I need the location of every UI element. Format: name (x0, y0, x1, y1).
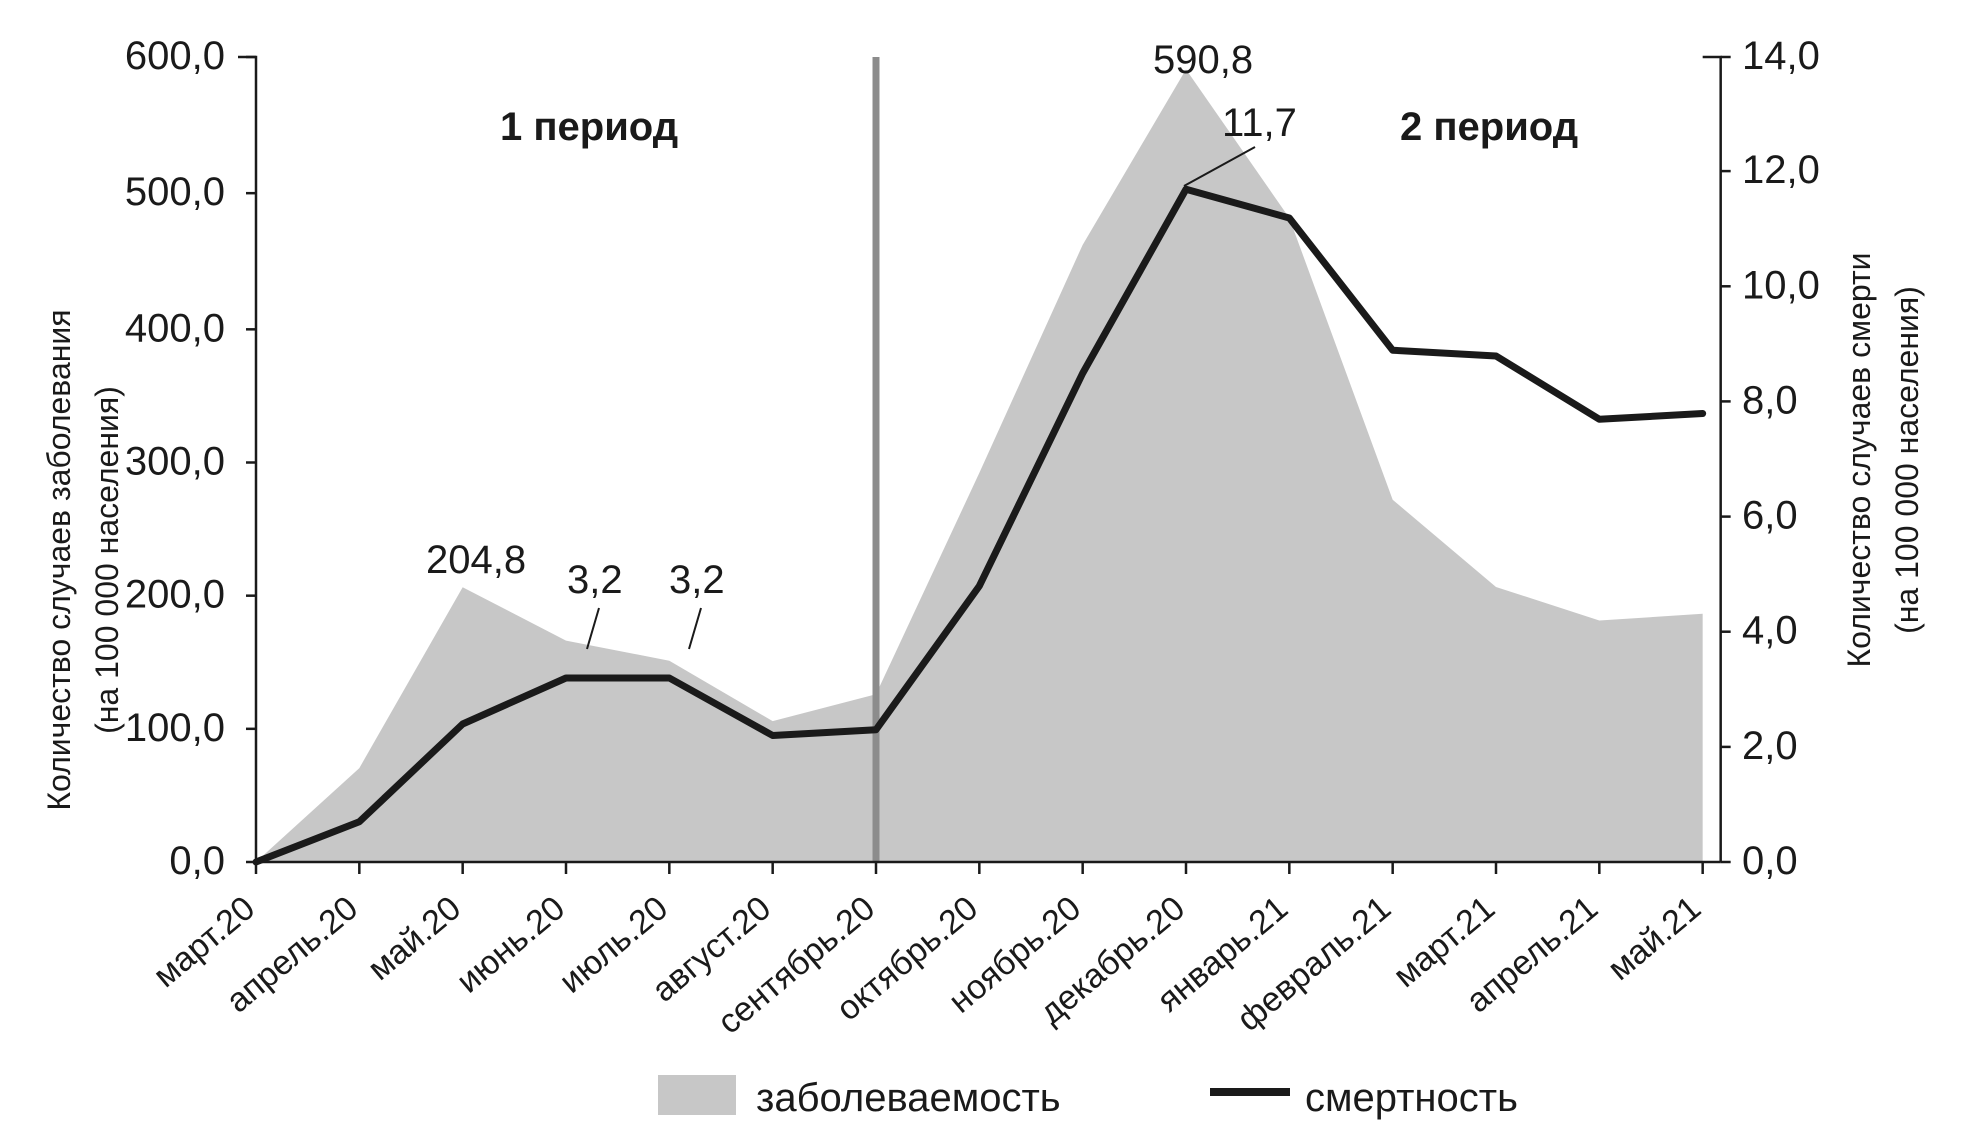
svg-text:0,0: 0,0 (1742, 839, 1798, 883)
svg-text:3,2: 3,2 (669, 558, 725, 602)
svg-text:100,0: 100,0 (125, 706, 225, 750)
svg-text:4,0: 4,0 (1742, 609, 1798, 653)
svg-text:Количество случаев смерти: Количество случаев смерти (1841, 253, 1877, 668)
svg-text:300,0: 300,0 (125, 440, 225, 484)
svg-text:11,7: 11,7 (1222, 101, 1297, 145)
svg-text:590,8: 590,8 (1153, 38, 1253, 82)
svg-text:8,0: 8,0 (1742, 378, 1798, 422)
svg-text:10,0: 10,0 (1742, 263, 1820, 307)
svg-text:12,0: 12,0 (1742, 148, 1820, 192)
svg-text:6,0: 6,0 (1742, 494, 1798, 538)
svg-text:(на 100 000 населения): (на 100 000 населения) (1889, 286, 1925, 634)
svg-text:2 период: 2 период (1400, 105, 1578, 149)
svg-text:смертность: смертность (1305, 1076, 1518, 1120)
svg-text:1 период: 1 период (500, 105, 678, 149)
svg-text:(на 100 000 населения): (на 100 000 населения) (89, 386, 125, 734)
svg-text:заболеваемость: заболеваемость (756, 1076, 1061, 1120)
svg-text:600,0: 600,0 (125, 34, 225, 78)
svg-text:200,0: 200,0 (125, 573, 225, 617)
svg-text:Количество случаев заболевания: Количество случаев заболевания (41, 309, 77, 810)
svg-text:14,0: 14,0 (1742, 34, 1820, 78)
svg-text:2,0: 2,0 (1742, 724, 1798, 768)
svg-text:400,0: 400,0 (125, 306, 225, 350)
svg-text:500,0: 500,0 (125, 170, 225, 214)
svg-text:3,2: 3,2 (567, 558, 623, 602)
svg-text:0,0: 0,0 (169, 839, 225, 883)
svg-text:204,8: 204,8 (426, 538, 526, 582)
